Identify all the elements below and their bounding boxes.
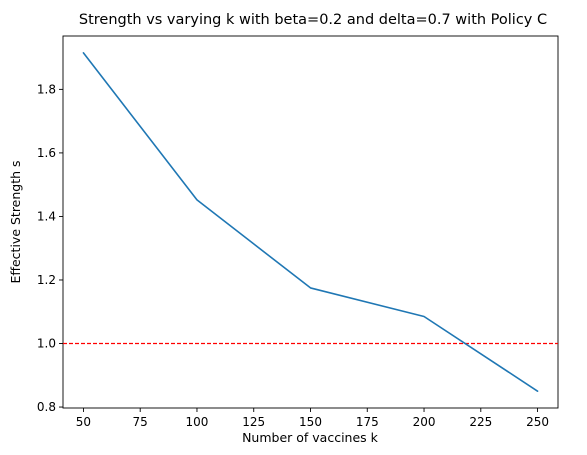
y-tick-label-3: 1.4: [37, 209, 56, 223]
y-tick-label-5: 1.8: [37, 82, 56, 96]
x-tick-label-50: 50: [76, 415, 91, 429]
x-tick-label-125: 125: [242, 415, 265, 429]
y-tick-label-1: 1.0: [37, 337, 56, 351]
x-tick-label-175: 175: [356, 415, 379, 429]
x-tick-label-225: 225: [469, 415, 492, 429]
series-layer: [82, 52, 539, 392]
y-axis-label: Effective Strength s: [8, 160, 23, 283]
x-axis-ticks: 50 75 100 125 150 175 200 225 250: [76, 408, 549, 429]
series-line-0: [82, 52, 539, 392]
x-tick-label-250: 250: [526, 415, 549, 429]
chart-title: Strength vs varying k with beta=0.2 and …: [79, 12, 547, 28]
y-tick-label-0: 0.8: [37, 400, 56, 414]
y-tick-label-2: 1.2: [37, 273, 56, 287]
plot-area-frame: [62, 35, 559, 409]
x-tick-label-200: 200: [413, 415, 436, 429]
x-tick-label-100: 100: [186, 415, 209, 429]
x-tick-label-75: 75: [133, 415, 148, 429]
x-tick-label-150: 150: [299, 415, 322, 429]
y-tick-label-4: 1.6: [37, 146, 56, 160]
y-axis-ticks: 0.8 1.0 1.2 1.4 1.6 1.8: [37, 82, 63, 414]
x-axis-label: Number of vaccines k: [242, 430, 379, 445]
